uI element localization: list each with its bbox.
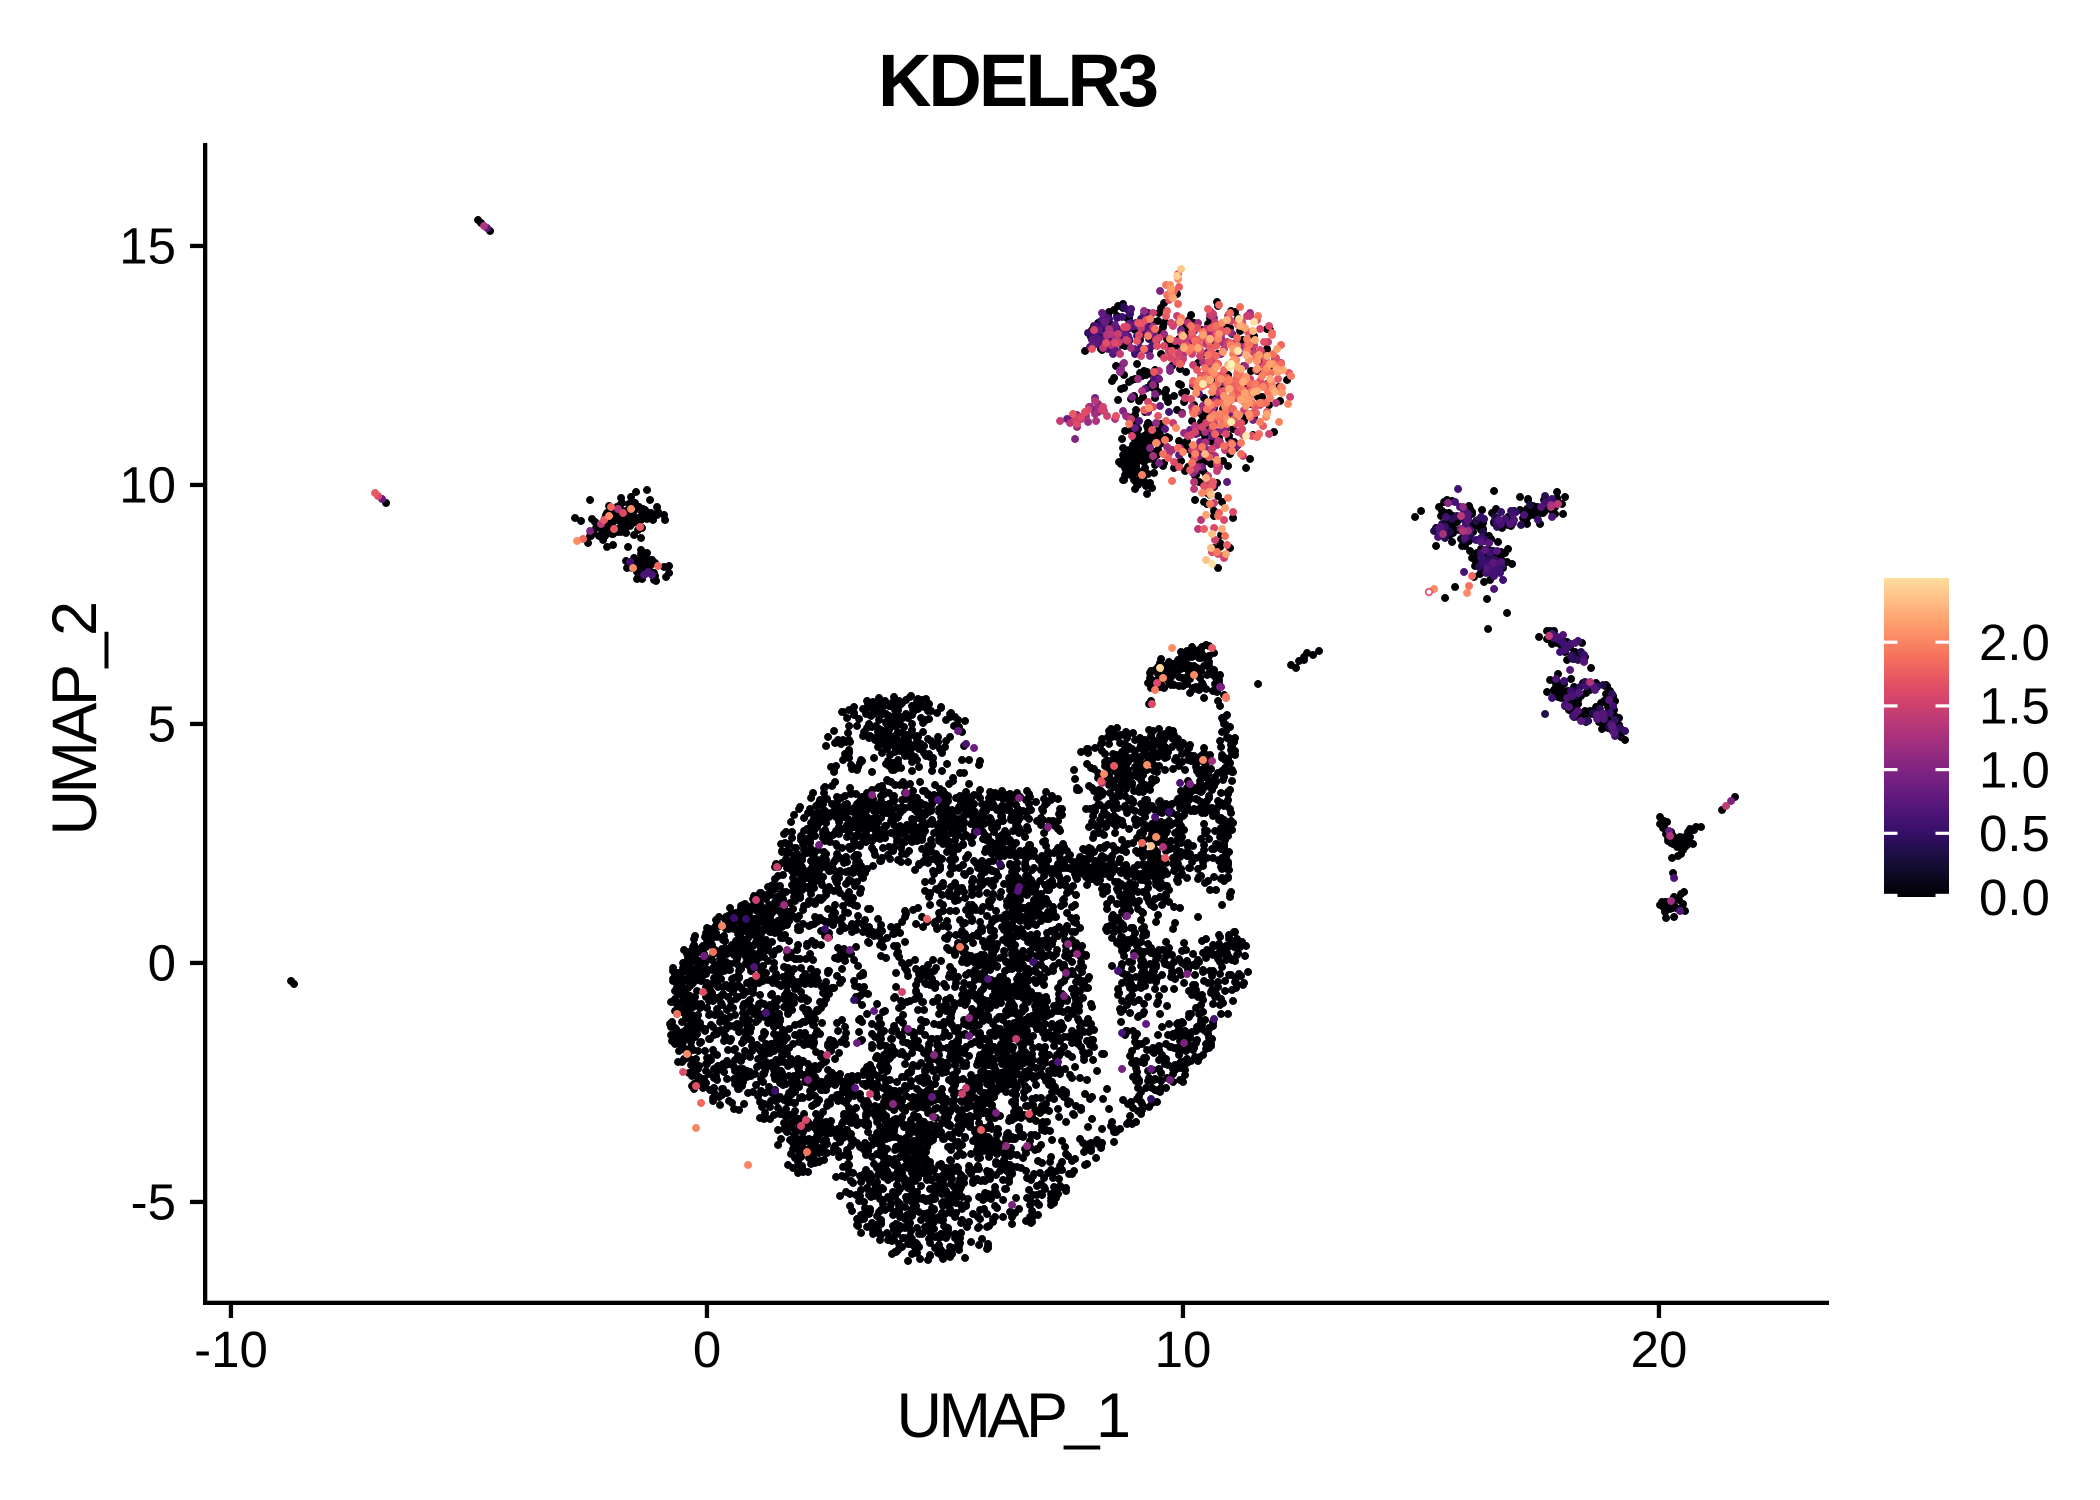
svg-text:0: 0: [148, 935, 176, 992]
svg-text:0.0: 0.0: [1979, 869, 2050, 926]
svg-text:UMAP_1: UMAP_1: [896, 1381, 1128, 1451]
svg-text:UMAP_2: UMAP_2: [40, 604, 110, 836]
svg-text:1.0: 1.0: [1979, 741, 2050, 798]
svg-text:10: 10: [119, 457, 176, 514]
svg-text:0: 0: [693, 1321, 721, 1378]
svg-text:KDELR3: KDELR3: [878, 39, 1157, 122]
svg-text:10: 10: [1155, 1321, 1212, 1378]
svg-text:5: 5: [148, 696, 176, 753]
svg-text:15: 15: [119, 218, 176, 275]
svg-text:1.5: 1.5: [1979, 678, 2050, 735]
svg-text:-10: -10: [194, 1321, 268, 1378]
svg-text:-5: -5: [131, 1174, 176, 1231]
svg-text:20: 20: [1631, 1321, 1688, 1378]
svg-text:2.0: 2.0: [1979, 614, 2050, 671]
svg-text:0.5: 0.5: [1979, 805, 2050, 862]
